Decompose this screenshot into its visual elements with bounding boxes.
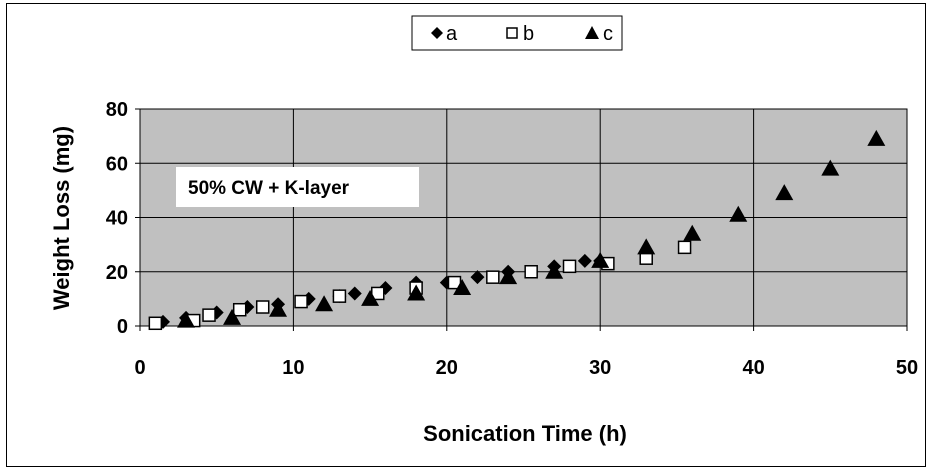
data-point-c [407, 284, 426, 301]
legend: a b c [411, 15, 623, 51]
data-point-c [591, 251, 610, 268]
data-point-c [361, 289, 380, 306]
data-point-b [524, 265, 538, 279]
legend-label-a: a [446, 23, 458, 45]
annotation-text: 50% CW + K-layer [188, 178, 350, 199]
legend-label-c: c [603, 23, 613, 45]
data-point-c [683, 224, 702, 241]
legend-label-b: b [523, 23, 534, 45]
data-point-b [332, 289, 347, 303]
data-point-b [255, 300, 270, 314]
x-tick-label: 20 [436, 357, 458, 379]
data-point-b [486, 270, 500, 284]
data-point-c [637, 238, 656, 255]
data-point-c [269, 300, 288, 317]
data-point-c [867, 129, 886, 146]
data-point-c [545, 262, 564, 279]
annotation-box: 50% CW + K-layer [176, 167, 419, 207]
data-point-b [294, 294, 308, 309]
x-tick-label: 10 [282, 357, 304, 379]
legend-marker-a [431, 27, 443, 39]
data-point-c [729, 205, 748, 222]
x-axis-title: Sonication Time (h) [423, 421, 627, 446]
y-tick-label: 60 [106, 153, 128, 175]
data-point-b [677, 240, 692, 255]
data-point-b [148, 316, 163, 331]
x-tick-label: 50 [896, 357, 918, 379]
y-axis-title: Weight Loss (mg) [49, 126, 74, 310]
data-point-c [499, 268, 518, 285]
data-point-a [470, 270, 485, 285]
data-points [148, 129, 886, 331]
legend-marker-c [585, 26, 599, 39]
chart-frame: 0 10 20 30 40 50 0 20 40 60 80 50% CW + K-layer a … [6, 3, 926, 467]
data-point-c [223, 308, 242, 325]
data-point-c [453, 279, 472, 296]
scatter-chart: 0 10 20 30 40 50 0 20 40 60 80 50% CW + K-layer a … [49, 15, 918, 446]
x-tick-label: 40 [742, 357, 764, 379]
data-point-b [202, 308, 216, 322]
axes: 0 10 20 30 40 50 0 20 40 60 80 [106, 99, 918, 379]
y-tick-label: 20 [106, 262, 128, 284]
data-point-c [775, 184, 794, 201]
data-point-b [232, 302, 247, 317]
data-point-a [347, 286, 362, 301]
y-tick-label: 40 [106, 208, 128, 230]
data-point-c [821, 159, 840, 176]
data-point-a [577, 253, 592, 268]
data-point-c [177, 311, 196, 328]
data-point-c [315, 295, 334, 312]
gridlines [140, 109, 907, 326]
y-tick-label: 0 [117, 316, 128, 338]
x-tick-label: 0 [134, 357, 145, 379]
legend-marker-b [506, 27, 518, 39]
x-tick-label: 30 [589, 357, 611, 379]
data-point-b [562, 259, 577, 274]
y-tick-label: 80 [106, 99, 128, 121]
